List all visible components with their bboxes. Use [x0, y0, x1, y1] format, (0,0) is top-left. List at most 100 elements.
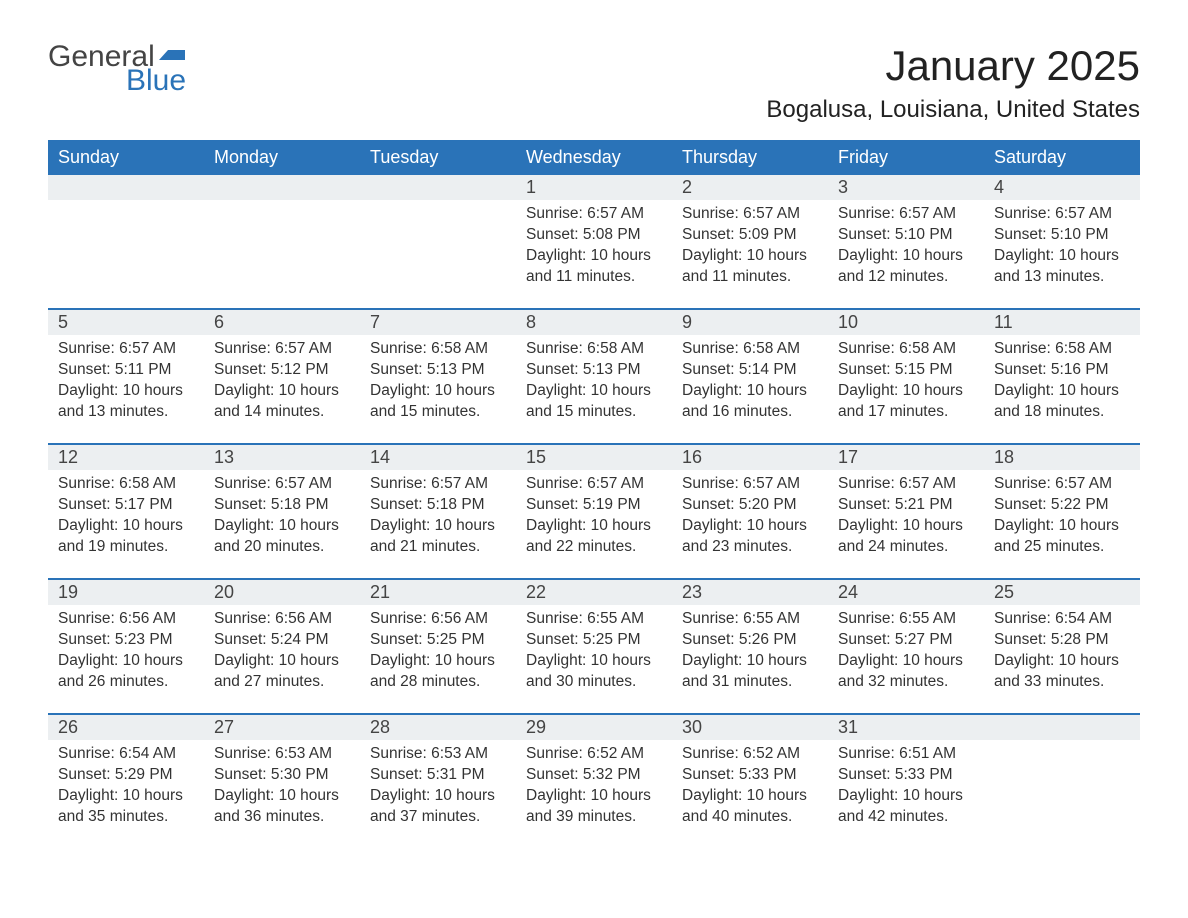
day-number: 19	[48, 580, 204, 605]
day-cell: 6Sunrise: 6:57 AMSunset: 5:12 PMDaylight…	[204, 310, 360, 444]
day-number	[360, 175, 516, 200]
calendar-header-row: SundayMondayTuesdayWednesdayThursdayFrid…	[48, 140, 1140, 175]
day-number: 23	[672, 580, 828, 605]
day-number: 30	[672, 715, 828, 740]
day-number	[984, 715, 1140, 740]
day-details: Sunrise: 6:58 AMSunset: 5:17 PMDaylight:…	[48, 470, 204, 558]
day-header: Tuesday	[360, 140, 516, 175]
day-details: Sunrise: 6:51 AMSunset: 5:33 PMDaylight:…	[828, 740, 984, 828]
day-number: 2	[672, 175, 828, 200]
day-details: Sunrise: 6:52 AMSunset: 5:32 PMDaylight:…	[516, 740, 672, 828]
day-details: Sunrise: 6:54 AMSunset: 5:28 PMDaylight:…	[984, 605, 1140, 693]
day-number: 12	[48, 445, 204, 470]
day-number: 11	[984, 310, 1140, 335]
day-number: 31	[828, 715, 984, 740]
day-details: Sunrise: 6:57 AMSunset: 5:22 PMDaylight:…	[984, 470, 1140, 558]
day-header: Monday	[204, 140, 360, 175]
day-number: 25	[984, 580, 1140, 605]
day-number: 22	[516, 580, 672, 605]
day-details: Sunrise: 6:58 AMSunset: 5:13 PMDaylight:…	[360, 335, 516, 423]
day-cell: 27Sunrise: 6:53 AMSunset: 5:30 PMDayligh…	[204, 715, 360, 849]
day-number: 28	[360, 715, 516, 740]
day-cell: 2Sunrise: 6:57 AMSunset: 5:09 PMDaylight…	[672, 175, 828, 309]
day-cell: 25Sunrise: 6:54 AMSunset: 5:28 PMDayligh…	[984, 580, 1140, 714]
day-cell: 17Sunrise: 6:57 AMSunset: 5:21 PMDayligh…	[828, 445, 984, 579]
day-details: Sunrise: 6:57 AMSunset: 5:18 PMDaylight:…	[360, 470, 516, 558]
day-cell: 30Sunrise: 6:52 AMSunset: 5:33 PMDayligh…	[672, 715, 828, 849]
day-cell: 8Sunrise: 6:58 AMSunset: 5:13 PMDaylight…	[516, 310, 672, 444]
day-details: Sunrise: 6:57 AMSunset: 5:09 PMDaylight:…	[672, 200, 828, 288]
day-cell: 29Sunrise: 6:52 AMSunset: 5:32 PMDayligh…	[516, 715, 672, 849]
day-number: 24	[828, 580, 984, 605]
day-cell: 20Sunrise: 6:56 AMSunset: 5:24 PMDayligh…	[204, 580, 360, 714]
day-cell: 11Sunrise: 6:58 AMSunset: 5:16 PMDayligh…	[984, 310, 1140, 444]
day-number: 8	[516, 310, 672, 335]
day-cell	[48, 175, 204, 309]
day-details: Sunrise: 6:57 AMSunset: 5:18 PMDaylight:…	[204, 470, 360, 558]
day-number: 1	[516, 175, 672, 200]
day-details: Sunrise: 6:56 AMSunset: 5:24 PMDaylight:…	[204, 605, 360, 693]
day-number: 26	[48, 715, 204, 740]
day-number: 17	[828, 445, 984, 470]
day-cell: 18Sunrise: 6:57 AMSunset: 5:22 PMDayligh…	[984, 445, 1140, 579]
day-details: Sunrise: 6:53 AMSunset: 5:31 PMDaylight:…	[360, 740, 516, 828]
day-details: Sunrise: 6:58 AMSunset: 5:13 PMDaylight:…	[516, 335, 672, 423]
day-cell: 22Sunrise: 6:55 AMSunset: 5:25 PMDayligh…	[516, 580, 672, 714]
day-number: 15	[516, 445, 672, 470]
day-number	[204, 175, 360, 200]
day-cell: 9Sunrise: 6:58 AMSunset: 5:14 PMDaylight…	[672, 310, 828, 444]
day-header: Sunday	[48, 140, 204, 175]
logo: General Blue	[48, 42, 187, 96]
day-header: Saturday	[984, 140, 1140, 175]
day-cell	[360, 175, 516, 309]
calendar-table: SundayMondayTuesdayWednesdayThursdayFrid…	[48, 140, 1140, 849]
day-number: 20	[204, 580, 360, 605]
week-row: 19Sunrise: 6:56 AMSunset: 5:23 PMDayligh…	[48, 580, 1140, 714]
flag-icon	[159, 46, 187, 66]
day-details: Sunrise: 6:57 AMSunset: 5:19 PMDaylight:…	[516, 470, 672, 558]
day-details: Sunrise: 6:57 AMSunset: 5:12 PMDaylight:…	[204, 335, 360, 423]
day-number: 18	[984, 445, 1140, 470]
day-number: 4	[984, 175, 1140, 200]
day-cell: 12Sunrise: 6:58 AMSunset: 5:17 PMDayligh…	[48, 445, 204, 579]
day-number: 14	[360, 445, 516, 470]
week-row: 1Sunrise: 6:57 AMSunset: 5:08 PMDaylight…	[48, 175, 1140, 309]
day-cell: 13Sunrise: 6:57 AMSunset: 5:18 PMDayligh…	[204, 445, 360, 579]
week-row: 26Sunrise: 6:54 AMSunset: 5:29 PMDayligh…	[48, 715, 1140, 849]
day-cell: 24Sunrise: 6:55 AMSunset: 5:27 PMDayligh…	[828, 580, 984, 714]
day-number: 3	[828, 175, 984, 200]
day-number: 27	[204, 715, 360, 740]
title-block: January 2025 Bogalusa, Louisiana, United…	[766, 42, 1140, 134]
day-number: 21	[360, 580, 516, 605]
day-number: 16	[672, 445, 828, 470]
day-details: Sunrise: 6:57 AMSunset: 5:20 PMDaylight:…	[672, 470, 828, 558]
day-details: Sunrise: 6:55 AMSunset: 5:25 PMDaylight:…	[516, 605, 672, 693]
day-details: Sunrise: 6:57 AMSunset: 5:11 PMDaylight:…	[48, 335, 204, 423]
day-number: 5	[48, 310, 204, 335]
day-cell: 19Sunrise: 6:56 AMSunset: 5:23 PMDayligh…	[48, 580, 204, 714]
day-cell	[984, 715, 1140, 849]
month-title: January 2025	[766, 42, 1140, 90]
location: Bogalusa, Louisiana, United States	[766, 96, 1140, 124]
day-cell: 15Sunrise: 6:57 AMSunset: 5:19 PMDayligh…	[516, 445, 672, 579]
day-details: Sunrise: 6:58 AMSunset: 5:16 PMDaylight:…	[984, 335, 1140, 423]
day-details: Sunrise: 6:53 AMSunset: 5:30 PMDaylight:…	[204, 740, 360, 828]
day-details: Sunrise: 6:57 AMSunset: 5:21 PMDaylight:…	[828, 470, 984, 558]
day-number: 6	[204, 310, 360, 335]
day-details: Sunrise: 6:58 AMSunset: 5:14 PMDaylight:…	[672, 335, 828, 423]
day-cell: 10Sunrise: 6:58 AMSunset: 5:15 PMDayligh…	[828, 310, 984, 444]
day-details: Sunrise: 6:56 AMSunset: 5:25 PMDaylight:…	[360, 605, 516, 693]
day-number: 13	[204, 445, 360, 470]
day-number	[48, 175, 204, 200]
day-number: 10	[828, 310, 984, 335]
header: General Blue January 2025 Bogalusa, Loui…	[48, 42, 1140, 134]
day-details: Sunrise: 6:58 AMSunset: 5:15 PMDaylight:…	[828, 335, 984, 423]
day-details: Sunrise: 6:55 AMSunset: 5:26 PMDaylight:…	[672, 605, 828, 693]
day-cell	[204, 175, 360, 309]
day-header: Wednesday	[516, 140, 672, 175]
day-details: Sunrise: 6:56 AMSunset: 5:23 PMDaylight:…	[48, 605, 204, 693]
logo-text-blue: Blue	[126, 66, 187, 96]
day-cell: 3Sunrise: 6:57 AMSunset: 5:10 PMDaylight…	[828, 175, 984, 309]
day-header: Thursday	[672, 140, 828, 175]
day-cell: 14Sunrise: 6:57 AMSunset: 5:18 PMDayligh…	[360, 445, 516, 579]
